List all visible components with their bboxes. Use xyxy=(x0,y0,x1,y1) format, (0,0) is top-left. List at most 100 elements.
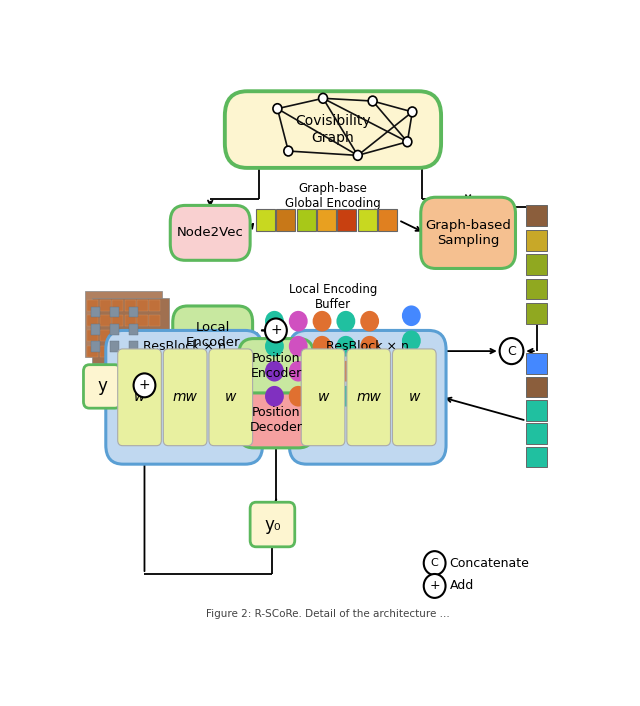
FancyBboxPatch shape xyxy=(297,209,316,232)
Bar xyxy=(137,300,148,311)
Circle shape xyxy=(360,361,379,381)
Bar xyxy=(112,315,123,326)
Circle shape xyxy=(265,311,284,332)
FancyBboxPatch shape xyxy=(527,230,547,251)
Bar xyxy=(112,330,123,341)
Circle shape xyxy=(319,93,328,103)
FancyBboxPatch shape xyxy=(83,365,121,408)
Bar xyxy=(125,346,136,357)
Text: y: y xyxy=(97,378,107,395)
Bar xyxy=(125,330,136,341)
Circle shape xyxy=(408,107,417,116)
Text: Position
Decoder: Position Decoder xyxy=(250,407,303,434)
Circle shape xyxy=(134,373,156,397)
Circle shape xyxy=(289,336,308,357)
Circle shape xyxy=(353,150,362,160)
Bar xyxy=(88,346,99,357)
Circle shape xyxy=(500,338,524,364)
Bar xyxy=(88,330,99,341)
Circle shape xyxy=(403,137,412,147)
Text: C: C xyxy=(507,345,516,358)
FancyBboxPatch shape xyxy=(378,209,397,232)
Circle shape xyxy=(312,361,332,381)
Circle shape xyxy=(402,330,420,351)
Bar xyxy=(110,306,118,318)
Text: mw: mw xyxy=(173,390,198,405)
Text: Add: Add xyxy=(449,580,474,592)
Bar xyxy=(91,341,100,352)
FancyBboxPatch shape xyxy=(256,209,275,232)
Text: mw: mw xyxy=(356,390,381,405)
Circle shape xyxy=(360,336,379,357)
Bar xyxy=(100,300,111,311)
Circle shape xyxy=(265,386,284,407)
Bar xyxy=(110,324,118,335)
Bar xyxy=(88,300,99,311)
Text: Graph-based
Sampling: Graph-based Sampling xyxy=(425,219,511,247)
Text: w: w xyxy=(408,390,420,405)
Text: w: w xyxy=(317,390,329,405)
Text: ResBlock × n: ResBlock × n xyxy=(326,340,409,353)
Circle shape xyxy=(312,336,332,357)
Bar xyxy=(137,346,148,357)
FancyBboxPatch shape xyxy=(527,205,547,226)
Circle shape xyxy=(289,311,308,332)
FancyBboxPatch shape xyxy=(173,306,253,364)
FancyBboxPatch shape xyxy=(118,349,161,445)
Text: Sample: Sample xyxy=(215,330,259,342)
Bar xyxy=(150,315,161,326)
Bar xyxy=(100,315,111,326)
Bar xyxy=(129,341,138,352)
FancyBboxPatch shape xyxy=(92,298,169,363)
FancyBboxPatch shape xyxy=(239,393,314,448)
Circle shape xyxy=(368,96,377,106)
FancyBboxPatch shape xyxy=(239,339,314,393)
Text: Position
Encoder: Position Encoder xyxy=(250,352,302,380)
Circle shape xyxy=(265,336,284,357)
FancyBboxPatch shape xyxy=(209,349,253,445)
FancyBboxPatch shape xyxy=(527,447,547,467)
FancyBboxPatch shape xyxy=(527,254,547,275)
Text: Sample: Sample xyxy=(351,330,395,342)
Circle shape xyxy=(337,336,355,357)
FancyBboxPatch shape xyxy=(527,353,547,374)
FancyBboxPatch shape xyxy=(317,209,336,232)
Text: Graph-base
Global Encoding: Graph-base Global Encoding xyxy=(285,182,381,210)
Bar xyxy=(112,300,123,311)
Circle shape xyxy=(337,361,355,381)
FancyBboxPatch shape xyxy=(337,209,356,232)
Circle shape xyxy=(402,355,420,376)
FancyBboxPatch shape xyxy=(225,91,441,168)
Text: y₀: y₀ xyxy=(264,515,281,534)
FancyBboxPatch shape xyxy=(392,349,436,445)
FancyBboxPatch shape xyxy=(106,330,262,464)
Text: Local Encoding
Buffer: Local Encoding Buffer xyxy=(289,282,377,311)
Circle shape xyxy=(289,386,308,407)
Circle shape xyxy=(424,551,445,575)
Bar xyxy=(125,315,136,326)
Text: Node2Vec: Node2Vec xyxy=(177,227,244,239)
Bar xyxy=(125,300,136,311)
FancyBboxPatch shape xyxy=(276,209,295,232)
Circle shape xyxy=(273,104,282,114)
Bar xyxy=(88,315,99,326)
FancyBboxPatch shape xyxy=(527,400,547,421)
Bar xyxy=(91,306,100,318)
Bar xyxy=(129,324,138,335)
Text: Covisibility
Graph: Covisibility Graph xyxy=(295,114,371,145)
Bar xyxy=(150,346,161,357)
FancyBboxPatch shape xyxy=(250,502,295,546)
Circle shape xyxy=(312,311,332,332)
Bar xyxy=(112,346,123,357)
FancyBboxPatch shape xyxy=(527,304,547,324)
Text: ResBlock × n: ResBlock × n xyxy=(143,340,225,353)
Circle shape xyxy=(337,311,355,332)
Text: C: C xyxy=(431,558,438,568)
Text: w: w xyxy=(134,390,145,405)
FancyBboxPatch shape xyxy=(527,376,547,397)
Circle shape xyxy=(360,386,379,407)
FancyBboxPatch shape xyxy=(163,349,207,445)
FancyBboxPatch shape xyxy=(170,205,250,261)
Circle shape xyxy=(424,574,445,598)
FancyBboxPatch shape xyxy=(527,279,547,299)
